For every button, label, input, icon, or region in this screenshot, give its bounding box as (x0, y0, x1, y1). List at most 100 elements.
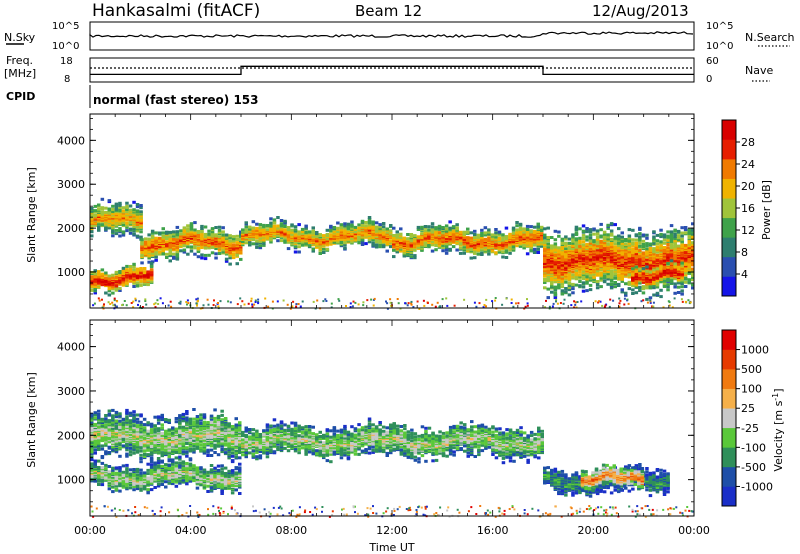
data-cell (121, 436, 126, 440)
data-cell (652, 247, 656, 251)
data-cell (641, 255, 646, 259)
data-cell (154, 306, 157, 309)
data-cell (286, 231, 291, 235)
data-cell (564, 253, 568, 257)
data-cell (585, 242, 589, 246)
data-cell (645, 244, 649, 248)
data-cell (143, 237, 148, 241)
data-cell (243, 303, 246, 306)
data-cell (221, 235, 225, 239)
data-cell (125, 225, 129, 229)
data-cell (142, 267, 147, 270)
data-cell (196, 235, 201, 239)
data-cell (297, 223, 301, 227)
data-cell (620, 277, 624, 281)
colorbar-segment (722, 237, 736, 258)
data-cell (567, 237, 572, 241)
data-cell (560, 257, 565, 261)
data-cell (485, 298, 488, 301)
data-cell (553, 242, 558, 246)
data-cell (292, 300, 295, 303)
data-cell (132, 446, 136, 450)
data-cell (389, 232, 393, 236)
data-cell (588, 288, 593, 292)
data-cell (490, 233, 495, 237)
colorbar-tick-label: 24 (741, 158, 755, 171)
data-cell (189, 230, 194, 234)
data-cell (648, 285, 653, 289)
data-cell (592, 227, 596, 231)
data-cell (214, 226, 218, 229)
data-cell (139, 413, 143, 417)
data-cell (571, 239, 575, 243)
data-cell (613, 238, 617, 242)
data-cell (501, 238, 505, 242)
data-cell (300, 230, 305, 233)
data-cell (389, 239, 393, 243)
data-cell (631, 267, 635, 271)
data-cell (113, 299, 116, 302)
data-cell (111, 291, 115, 295)
data-cell (571, 233, 575, 237)
data-cell (676, 265, 681, 269)
data-cell (132, 410, 136, 414)
data-cell (567, 274, 572, 278)
data-cell (90, 234, 94, 238)
data-cell (627, 243, 632, 247)
data-cell (462, 236, 466, 239)
colorbar-segment (722, 120, 736, 140)
data-cell (448, 233, 452, 236)
data-cell (251, 305, 254, 308)
data-cell (588, 230, 593, 234)
data-cell (137, 303, 139, 306)
data-cell (114, 202, 119, 206)
data-cell (595, 286, 600, 290)
data-cell (125, 304, 128, 307)
data-cell (139, 449, 143, 453)
data-cell (175, 256, 180, 260)
data-cell (241, 300, 244, 303)
data-cell (563, 298, 566, 301)
data-cell (118, 443, 122, 447)
data-cell (655, 239, 660, 243)
data-cell (574, 242, 579, 246)
freq-unit: [MHz] (4, 67, 36, 80)
data-cell (161, 227, 165, 231)
data-cell (553, 296, 558, 300)
data-cell (325, 243, 330, 247)
data-cell (367, 218, 372, 222)
data-cell (251, 303, 254, 306)
data-cell (681, 300, 684, 303)
data-cell (125, 268, 129, 272)
data-cell (93, 416, 97, 420)
y-tick-label: 3000 (57, 178, 85, 191)
data-cell (336, 232, 340, 236)
data-cell (161, 231, 165, 235)
data-cell (619, 299, 622, 302)
data-cell (107, 199, 112, 203)
data-cell (557, 246, 561, 250)
nsky-label: N.Sky (4, 31, 36, 44)
data-cell (609, 269, 614, 273)
data-cell (687, 241, 691, 245)
data-cell (662, 281, 667, 285)
data-cell (343, 243, 347, 247)
data-cell (543, 233, 547, 237)
data-cell (618, 305, 621, 308)
data-cell (540, 225, 544, 229)
data-cell (158, 252, 162, 256)
data-cell (114, 288, 119, 292)
data-cell (434, 226, 438, 230)
data-cell (564, 241, 568, 245)
data-cell (595, 267, 600, 271)
data-cell (104, 206, 108, 210)
data-cell (385, 242, 389, 246)
data-cell (360, 240, 365, 244)
data-cell (139, 279, 143, 283)
data-cell (603, 305, 606, 308)
data-cell (143, 240, 148, 244)
data-cell (680, 239, 684, 243)
data-cell (475, 305, 478, 308)
data-cell (121, 209, 126, 213)
data-cell (175, 235, 180, 239)
